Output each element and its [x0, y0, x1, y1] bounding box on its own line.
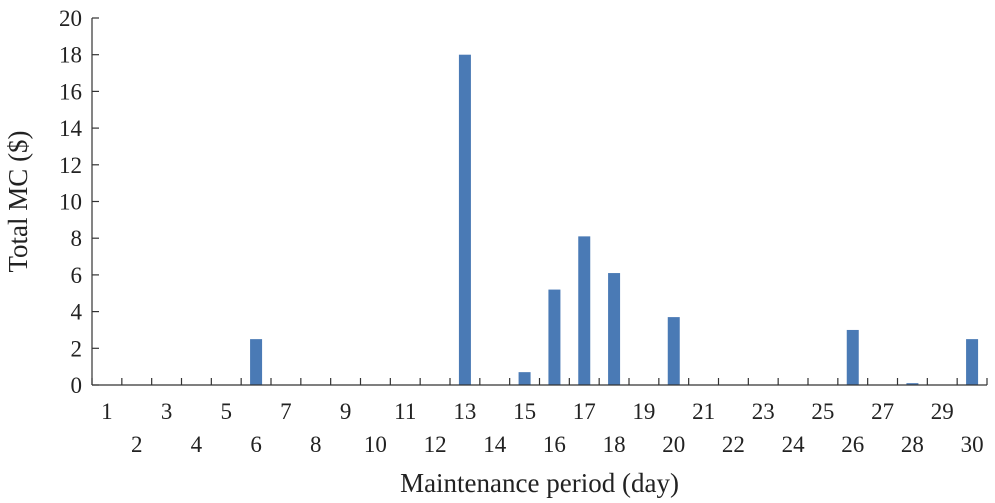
bar-day-16 [548, 289, 561, 385]
bar-day-20 [667, 317, 680, 385]
y-tick-label: 18 [59, 43, 82, 68]
y-tick-label: 10 [59, 190, 82, 215]
x-tick-label: 6 [250, 432, 262, 457]
y-tick-label: 4 [71, 300, 83, 325]
y-tick-label: 6 [71, 263, 83, 288]
x-tick-label: 15 [513, 399, 536, 424]
x-tick-label: 25 [811, 399, 834, 424]
x-tick-label: 17 [573, 399, 596, 424]
y-axis-title: Total MC ($) [3, 130, 33, 272]
x-tick-label: 19 [632, 399, 655, 424]
x-tick-label: 7 [280, 399, 292, 424]
x-tick-label: 16 [543, 432, 566, 457]
y-tick-label: 8 [71, 226, 83, 251]
y-tick-label: 12 [59, 153, 82, 178]
y-axis-ticks: 0 2 4 6 8 10 12 14 16 18 20 [59, 6, 99, 398]
x-tick-label: 1 [101, 399, 113, 424]
x-tick-label: 2 [131, 432, 143, 457]
bar-day-15 [518, 372, 531, 385]
y-tick-label: 20 [59, 6, 82, 31]
x-tick-label: 9 [340, 399, 352, 424]
x-tick-label: 14 [483, 432, 507, 457]
bar-day-6 [250, 339, 263, 386]
x-tick-label: 23 [752, 399, 775, 424]
x-tick-label: 26 [841, 432, 864, 457]
x-tick-label: 27 [871, 399, 894, 424]
bar-day-28 [906, 383, 919, 385]
x-tick-label: 5 [221, 399, 233, 424]
x-tick-label: 18 [603, 432, 626, 457]
bar-day-18 [608, 273, 621, 385]
bar-day-26 [846, 329, 859, 385]
bars-group [250, 54, 979, 386]
x-axis-ticks: 1234567891011121314151617181920212223242… [91, 378, 988, 457]
y-tick-label: 2 [71, 336, 83, 361]
x-tick-label: 3 [161, 399, 173, 424]
x-tick-label: 11 [394, 399, 416, 424]
x-tick-label: 20 [662, 432, 685, 457]
x-tick-label: 30 [961, 432, 984, 457]
x-tick-label: 4 [191, 432, 203, 457]
x-tick-label: 22 [722, 432, 745, 457]
x-tick-label: 24 [782, 432, 806, 457]
x-tick-label: 21 [692, 399, 715, 424]
x-axis-title: Maintenance period (day) [400, 468, 679, 498]
x-tick-label: 29 [931, 399, 954, 424]
x-tick-label: 8 [310, 432, 322, 457]
bar-day-13 [458, 54, 471, 385]
x-tick-label: 13 [453, 399, 476, 424]
x-tick-label: 12 [424, 432, 447, 457]
bar-day-17 [578, 236, 591, 385]
y-tick-label: 14 [59, 116, 83, 141]
x-tick-label: 28 [901, 432, 924, 457]
x-tick-label: 10 [364, 432, 387, 457]
y-tick-label: 16 [59, 79, 82, 104]
y-tick-label: 0 [71, 373, 83, 398]
bar-day-30 [966, 339, 979, 386]
